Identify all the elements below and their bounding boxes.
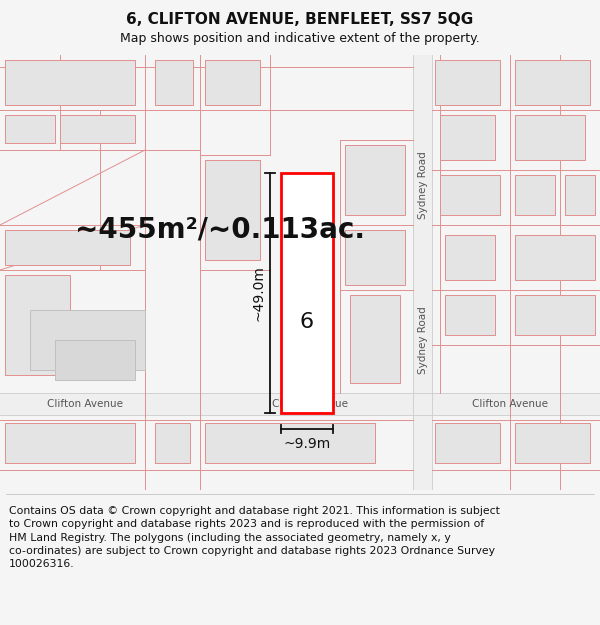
Bar xyxy=(30,310,145,370)
Bar xyxy=(345,145,405,215)
Bar xyxy=(515,423,590,463)
Bar xyxy=(5,423,135,463)
Bar xyxy=(5,230,130,265)
Text: Map shows position and indicative extent of the property.: Map shows position and indicative extent… xyxy=(120,32,480,45)
Text: Clifton Avenue: Clifton Avenue xyxy=(272,399,348,409)
Bar xyxy=(515,295,595,335)
Bar xyxy=(155,60,193,105)
Bar xyxy=(155,423,190,463)
Bar xyxy=(5,275,70,375)
Bar xyxy=(5,115,55,143)
Text: Clifton Avenue: Clifton Avenue xyxy=(47,399,123,409)
Bar xyxy=(205,423,375,463)
Bar xyxy=(515,115,585,160)
Bar xyxy=(515,175,555,215)
Text: ~455m²/~0.113ac.: ~455m²/~0.113ac. xyxy=(75,216,365,244)
Text: 6: 6 xyxy=(300,312,314,332)
Bar xyxy=(413,55,432,490)
Text: Sydney Road: Sydney Road xyxy=(418,151,427,219)
Bar xyxy=(435,423,500,463)
Bar xyxy=(350,295,400,383)
Bar xyxy=(445,235,495,280)
Bar xyxy=(345,230,405,285)
Text: 6, CLIFTON AVENUE, BENFLEET, SS7 5QG: 6, CLIFTON AVENUE, BENFLEET, SS7 5QG xyxy=(127,12,473,27)
Bar xyxy=(205,160,260,260)
Bar xyxy=(515,235,595,280)
Bar xyxy=(565,175,595,215)
Bar xyxy=(445,295,495,335)
Text: Sydney Road: Sydney Road xyxy=(418,306,427,374)
Bar xyxy=(60,115,135,143)
Bar xyxy=(0,393,600,415)
Bar xyxy=(281,173,333,413)
Text: ~9.9m: ~9.9m xyxy=(283,437,331,451)
Bar xyxy=(205,60,260,105)
Bar xyxy=(435,60,500,105)
Bar xyxy=(55,340,135,380)
Text: Contains OS data © Crown copyright and database right 2021. This information is : Contains OS data © Crown copyright and d… xyxy=(9,506,500,569)
Bar xyxy=(440,115,495,160)
Text: Clifton Avenue: Clifton Avenue xyxy=(472,399,548,409)
Bar xyxy=(515,60,590,105)
Bar xyxy=(440,175,500,215)
Text: ~49.0m: ~49.0m xyxy=(252,265,266,321)
Bar xyxy=(5,60,135,105)
